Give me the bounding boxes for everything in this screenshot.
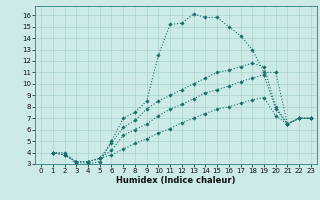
X-axis label: Humidex (Indice chaleur): Humidex (Indice chaleur): [116, 176, 236, 185]
